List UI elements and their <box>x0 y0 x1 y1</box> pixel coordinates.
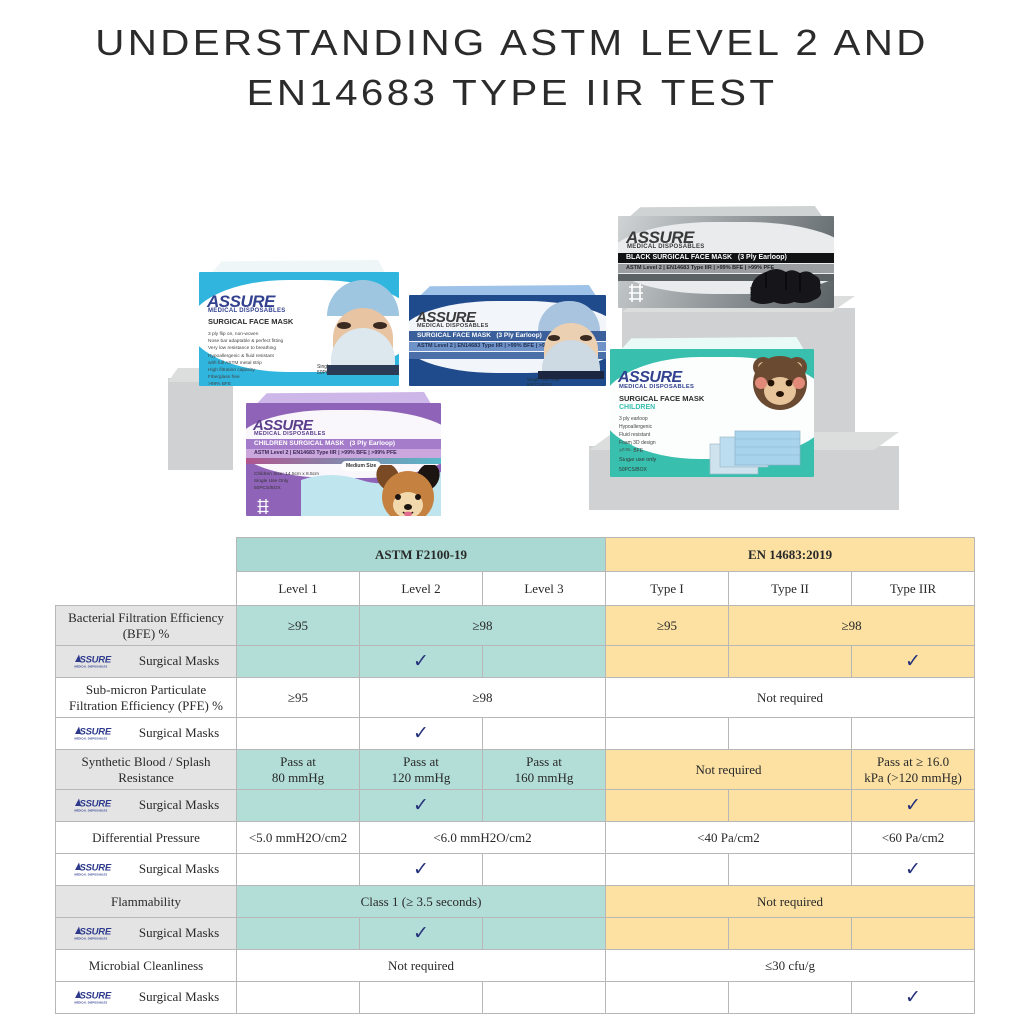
svg-text:MEDICAL DISPOSABLES: MEDICAL DISPOSABLES <box>74 738 107 741</box>
svg-text:MEDICAL DISPOSABLES: MEDICAL DISPOSABLES <box>74 1002 107 1005</box>
svg-text:SSURE: SSURE <box>79 655 111 666</box>
svg-text:SSURE: SSURE <box>79 727 111 738</box>
svg-text:SSURE: SSURE <box>79 991 111 1002</box>
svg-text:SSURE: SSURE <box>79 863 111 874</box>
svg-text:MEDICAL DISPOSABLES: MEDICAL DISPOSABLES <box>74 938 107 941</box>
svg-text:MEDICAL DISPOSABLES: MEDICAL DISPOSABLES <box>74 874 107 877</box>
svg-text:MEDICAL DISPOSABLES: MEDICAL DISPOSABLES <box>74 810 107 813</box>
svg-text:SSURE: SSURE <box>79 799 111 810</box>
svg-text:MEDICAL DISPOSABLES: MEDICAL DISPOSABLES <box>74 666 107 669</box>
svg-text:SSURE: SSURE <box>79 927 111 938</box>
